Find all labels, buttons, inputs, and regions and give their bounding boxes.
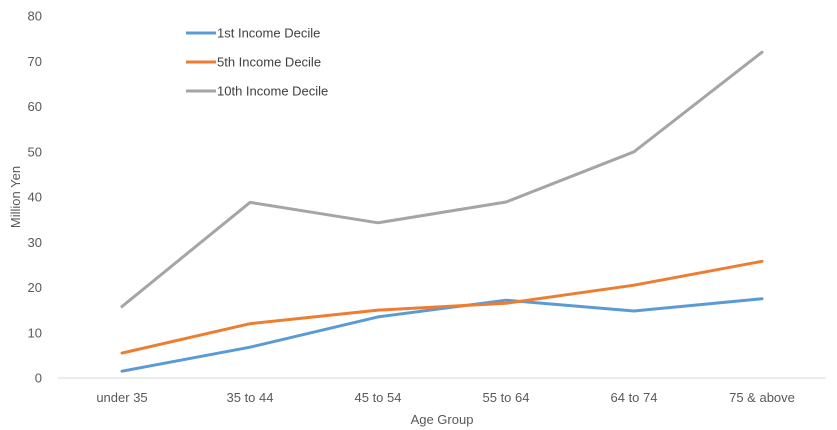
y-axis-title: Million Yen — [8, 166, 23, 228]
y-tick-label: 70 — [28, 54, 42, 69]
y-tick-label: 40 — [28, 190, 42, 205]
y-tick-label: 30 — [28, 235, 42, 250]
x-tick-label: under 35 — [96, 390, 147, 405]
y-tick-label: 0 — [35, 371, 42, 386]
x-axis-title: Age Group — [411, 412, 474, 427]
y-axis-ticks: 0 10 20 30 40 50 60 70 80 — [28, 9, 42, 386]
series-line-2 — [120, 259, 764, 355]
y-tick-label: 60 — [28, 99, 42, 114]
y-tick-label: 20 — [28, 280, 42, 295]
y-tick-label: 50 — [28, 144, 42, 159]
y-tick-label: 10 — [28, 325, 42, 340]
y-tick-label: 80 — [28, 9, 42, 24]
x-axis-ticks: under 35 35 to 44 45 to 54 55 to 64 64 to 74… — [96, 390, 795, 405]
series-lines — [120, 50, 764, 373]
x-tick-label: 64 to 74 — [611, 390, 658, 405]
x-tick-label: 35 to 44 — [227, 390, 274, 405]
series-line-1 — [120, 297, 764, 373]
legend-label: 10th Income Decile — [217, 84, 328, 99]
x-tick-label: 75 & above — [729, 390, 795, 405]
legend: 1st Income Decile 5th Income Decile 10th I… — [186, 26, 328, 99]
x-tick-label: 55 to 64 — [483, 390, 530, 405]
series-line-3 — [120, 50, 764, 308]
legend-label: 5th Income Decile — [217, 55, 321, 70]
legend-label: 1st Income Decile — [217, 26, 320, 41]
x-tick-label: 45 to 54 — [355, 390, 402, 405]
